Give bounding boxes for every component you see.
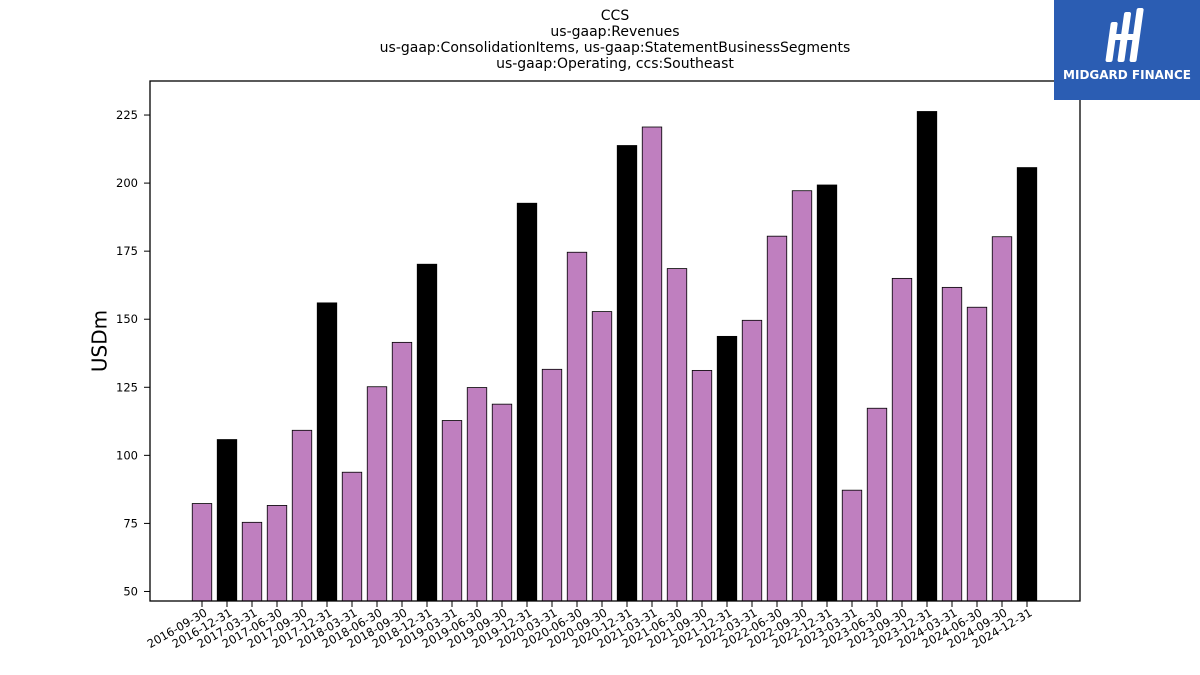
bar-2022-09-30: [791, 190, 813, 602]
y-tick-label: 125: [116, 380, 138, 394]
bar-2019-03-31: [441, 420, 463, 602]
y-axis: 50 75 100 125 150 175 200 225: [116, 108, 150, 598]
bar-2017-03-31: [241, 521, 263, 602]
logo-text: MIDGARD FINANCE: [1063, 68, 1191, 82]
bar-2024-06-30: [966, 306, 988, 602]
bar-2024-12-31: [1016, 167, 1038, 602]
bar-2022-03-31: [741, 319, 763, 602]
bar-2017-12-31: [316, 302, 338, 602]
bar-2023-12-31: [916, 111, 938, 602]
bar-2024-03-31: [941, 286, 963, 602]
bar-2018-09-30: [391, 341, 413, 602]
bar-2020-12-31: [616, 145, 638, 602]
chart-title: CCSus-gaap:Revenuesus-gaap:Consolidation…: [380, 8, 851, 72]
bar-2018-06-30: [366, 386, 388, 602]
bar-2016-12-31: [216, 439, 238, 602]
bar-2019-06-30: [466, 387, 488, 602]
y-tick-label: 175: [116, 244, 138, 258]
y-tick-label: 225: [116, 108, 138, 122]
bar-2023-03-31: [841, 489, 863, 602]
bar-2021-03-31: [641, 126, 663, 602]
bar-2021-12-31: [716, 335, 738, 602]
bar-2017-06-30: [266, 505, 288, 602]
bar-2019-12-31: [516, 202, 538, 602]
bar-2020-06-30: [566, 251, 588, 602]
y-tick-label: 150: [116, 312, 138, 326]
bar-2023-09-30: [891, 277, 913, 602]
midgard-logo-icon: [1105, 8, 1144, 62]
bar-2024-09-30: [991, 236, 1013, 602]
bar-2022-12-31: [816, 184, 838, 602]
bar-2018-03-31: [341, 471, 363, 602]
y-tick-label: 50: [123, 584, 138, 598]
x-axis: 2016-09-302016-12-312017-03-312017-06-30…: [145, 601, 1035, 651]
chart-title-line: CCS: [601, 8, 630, 24]
bar-2022-06-30: [766, 235, 788, 602]
chart-title-line: us-gaap:ConsolidationItems, us-gaap:Stat…: [380, 40, 851, 56]
midgard-finance-logo: MIDGARD FINANCE: [1054, 0, 1200, 100]
chart-title-line: us-gaap:Operating, ccs:Southeast: [496, 56, 734, 72]
bar-2020-09-30: [591, 311, 613, 602]
bar-2017-09-30: [291, 429, 313, 602]
bar-2021-06-30: [666, 268, 688, 602]
y-tick-label: 75: [123, 516, 138, 530]
bar-2016-09-30: [191, 503, 213, 602]
plot-frame: [149, 80, 1081, 602]
y-axis-label: USDm: [88, 310, 112, 372]
chart-title-line: us-gaap:Revenues: [550, 24, 679, 40]
y-tick-label: 200: [116, 176, 138, 190]
bar-2019-09-30: [491, 403, 513, 602]
bar-2020-03-31: [541, 368, 563, 602]
bar-2023-06-30: [866, 407, 888, 602]
bar-2018-12-31: [416, 263, 438, 602]
bars: [191, 111, 1038, 602]
bar-2021-09-30: [691, 369, 713, 602]
y-tick-label: 100: [116, 448, 138, 462]
